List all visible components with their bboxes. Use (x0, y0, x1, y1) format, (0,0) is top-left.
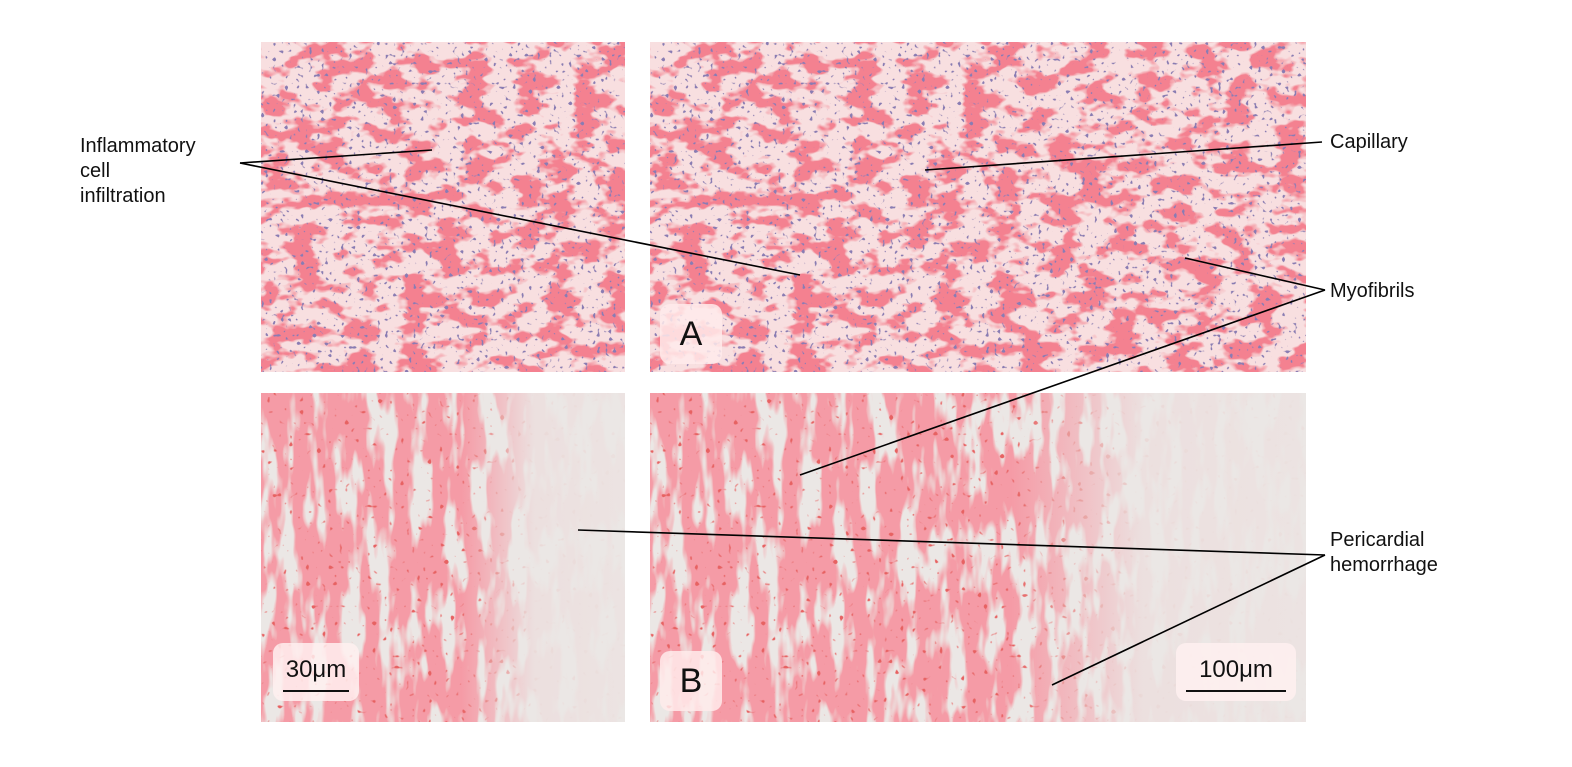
leader-myofibrils-1 (1184, 257, 1326, 291)
scale-bar-100um: 100μm (1176, 643, 1296, 701)
leader-pericardial-1 (577, 529, 1326, 556)
scale-bar-line (283, 690, 349, 692)
scale-bar-30um: 30μm (273, 643, 359, 701)
micrograph-a-zoomed (261, 42, 625, 372)
scale-bar-line (1186, 690, 1286, 692)
leader-inflammatory-2 (239, 162, 801, 276)
scale-bar-label: 30μm (285, 656, 347, 683)
leader-pericardial-2 (1051, 554, 1326, 686)
leader-inflammatory-1 (239, 149, 433, 164)
annotation-inflammatory: Inflammatory cell infiltration (80, 135, 196, 207)
annotation-pericardial: Pericardial hemorrhage (1330, 529, 1438, 576)
scale-bar-label: 100μm (1199, 656, 1273, 683)
annotation-capillary: Capillary (1330, 131, 1408, 153)
panel-label-b: B (660, 651, 722, 711)
leader-capillary (924, 141, 1323, 171)
leader-myofibrils-2 (799, 289, 1326, 476)
panel-label-a: A (660, 304, 722, 364)
micrograph-b-overview: B 100μm (650, 393, 1306, 722)
annotation-myofibrils: Myofibrils (1330, 280, 1415, 302)
micrograph-a-overview: A (650, 42, 1306, 372)
micrograph-b-zoomed: 30μm (261, 393, 625, 722)
